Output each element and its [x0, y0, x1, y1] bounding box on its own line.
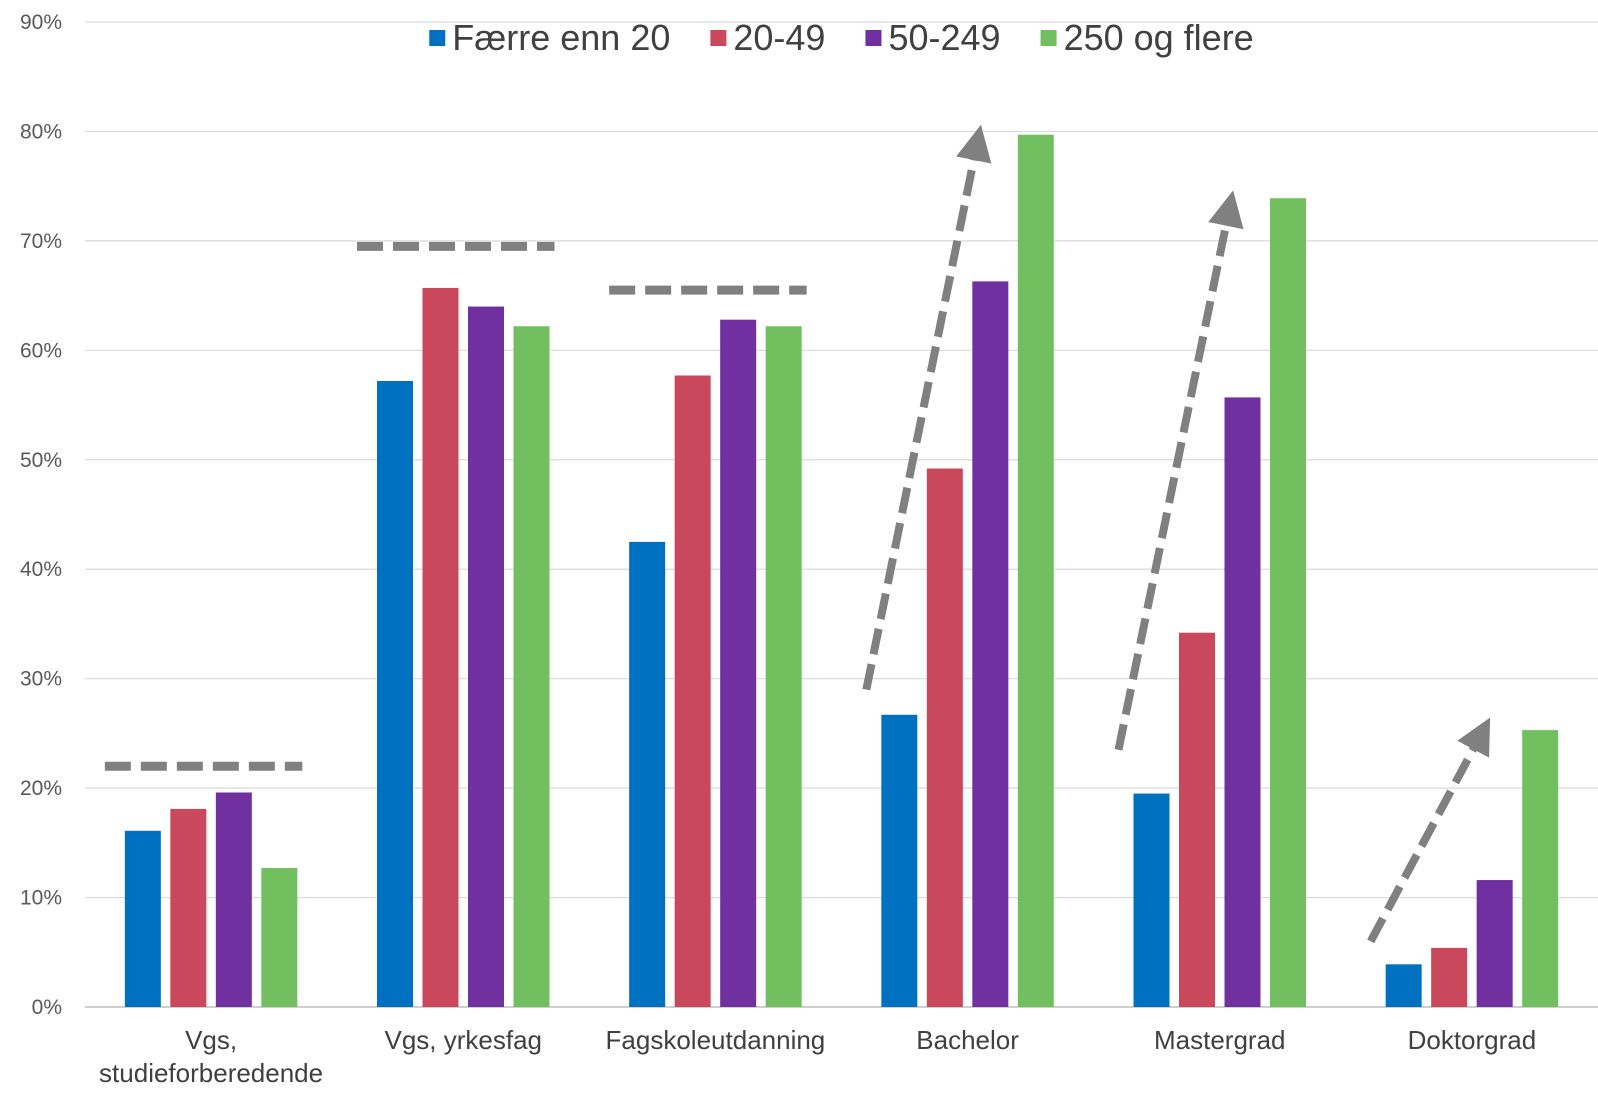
category-label: Bachelor [916, 1025, 1019, 1055]
y-tick-label: 40% [20, 558, 62, 581]
legend-label: 50-249 [888, 17, 1000, 58]
bar [629, 541, 666, 1007]
bar [422, 287, 459, 1007]
bar [1476, 880, 1513, 1007]
bar [1179, 632, 1215, 1007]
category-label: studieforberedende [99, 1058, 323, 1088]
bar [674, 375, 711, 1007]
y-tick-label: 70% [20, 230, 62, 253]
bar [170, 808, 207, 1007]
y-tick-label: 60% [20, 339, 62, 362]
y-tick-label: 80% [20, 120, 62, 143]
legend-swatch [429, 30, 446, 46]
bar [972, 281, 1009, 1008]
bar [1224, 397, 1261, 1008]
bar [765, 326, 802, 1007]
y-tick-label: 20% [20, 777, 62, 800]
bar [1522, 730, 1559, 1007]
legend-swatch [1040, 30, 1057, 46]
legend-swatch [865, 30, 882, 46]
dashed-trend-arrow [1367, 717, 1491, 944]
bar [720, 319, 757, 1007]
bar [1133, 793, 1170, 1007]
category-label: Doktorgrad [1408, 1025, 1537, 1055]
bar [377, 380, 413, 1007]
bar [881, 714, 918, 1007]
y-tick-label: 0% [32, 996, 62, 1019]
bar [215, 792, 252, 1007]
y-tick-label: 30% [20, 668, 62, 691]
bar [1431, 947, 1468, 1007]
legend-swatch [710, 30, 727, 46]
legend-label: 250 og flere [1064, 17, 1254, 58]
legend-label: Færre enn 20 [452, 17, 670, 58]
bar [1017, 134, 1054, 1007]
y-tick-label: 50% [20, 449, 62, 472]
y-tick-label: 90% [20, 11, 62, 34]
bar [468, 306, 504, 1007]
category-label: Vgs, [185, 1025, 237, 1055]
dashed-trend-arrow [1114, 190, 1244, 751]
category-label: Fagskoleutdanning [606, 1025, 826, 1055]
bar [513, 326, 550, 1007]
bar [1270, 198, 1306, 1007]
category-label: Vgs, yrkesfag [384, 1025, 542, 1055]
y-tick-label: 10% [20, 887, 62, 910]
bar [926, 468, 963, 1007]
bar [261, 868, 298, 1007]
bar [1385, 964, 1422, 1007]
bar [124, 830, 161, 1007]
legend-label: 20-49 [733, 17, 825, 58]
category-label: Mastergrad [1154, 1025, 1286, 1055]
dashed-trend-arrow [862, 124, 992, 691]
